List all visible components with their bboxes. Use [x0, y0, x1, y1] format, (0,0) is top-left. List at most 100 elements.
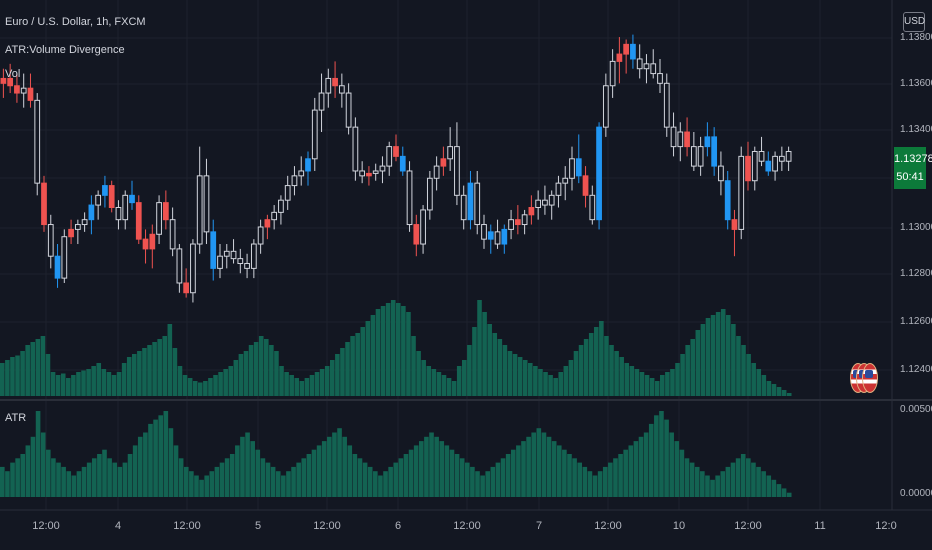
candle-body [27, 87, 34, 101]
candle-body [704, 136, 711, 148]
last-price: 1.13278 [894, 153, 932, 165]
volume-bar [35, 339, 41, 396]
candle-body [74, 224, 81, 230]
volume-bar [624, 363, 630, 396]
atr-bar [189, 471, 194, 497]
volume-bar [182, 375, 188, 396]
atr-bar [224, 458, 230, 497]
candle-body [555, 182, 562, 196]
time-tick: 5 [254, 520, 262, 532]
candle-body [34, 99, 41, 184]
volume-bar [502, 345, 508, 396]
volume-bar [177, 366, 183, 396]
volume-bar [472, 327, 477, 396]
atr-bar [786, 492, 792, 497]
candle-body [298, 170, 305, 177]
volume-label[interactable]: Vol [5, 68, 21, 80]
volume-bar [665, 372, 670, 396]
candle-body [352, 126, 359, 172]
volume-bar [431, 369, 437, 396]
volume-bar [345, 342, 350, 396]
time-tick: 12:00 [734, 520, 762, 532]
volume-bar [101, 369, 107, 396]
atr-bar [480, 475, 485, 497]
volume-bar [258, 336, 264, 396]
volume-bar [649, 378, 655, 396]
volume-bar [76, 372, 81, 396]
candle-body [623, 43, 630, 55]
volume-bar [132, 354, 137, 396]
candle-body [129, 194, 135, 204]
atr-bar [383, 471, 388, 497]
atr-bar [66, 471, 72, 497]
atr-bar [516, 445, 521, 497]
atr-bar [464, 462, 470, 497]
volume-bar [548, 375, 553, 396]
volume-bar [50, 372, 56, 396]
candle-body [386, 146, 393, 167]
atr-bar [776, 484, 782, 497]
volume-bar [609, 345, 614, 396]
volume-bar [675, 363, 680, 396]
volume-bars [0, 300, 792, 396]
volume-bar [218, 372, 223, 396]
volume-bar [558, 372, 564, 396]
atr-bar [439, 441, 445, 497]
us-flag-event-icon[interactable] [862, 363, 878, 393]
atr-bar [664, 419, 669, 497]
price-tick: 1.13800 [900, 32, 932, 43]
candle-body [257, 226, 264, 245]
atr-bar [628, 445, 634, 497]
volume-bar [456, 366, 462, 396]
atr-bar [45, 449, 51, 497]
candle-body [135, 202, 142, 240]
candle-body [772, 155, 778, 172]
last-price-badge: 1.13278 50:41 [894, 147, 932, 189]
candle-body [142, 238, 149, 250]
volume-bar [487, 324, 492, 396]
bar-countdown: 50:41 [896, 171, 924, 183]
volume-bar [421, 360, 426, 396]
candle-body [711, 136, 718, 167]
candle-body [718, 165, 724, 182]
volume-bar [253, 342, 259, 396]
atr-bar [725, 466, 731, 497]
volume-bar [390, 300, 396, 396]
volume-bar [71, 375, 76, 396]
time-tick: 10 [672, 520, 686, 532]
atr-tick: 0.00000 [900, 488, 932, 499]
atr-bar [740, 454, 746, 497]
volume-bar [380, 306, 386, 396]
candle-body [785, 150, 792, 162]
atr-bar [500, 458, 506, 497]
atr-bar [245, 432, 250, 497]
atr-bar [434, 436, 439, 497]
candle-body [393, 146, 399, 157]
atr-bar [362, 462, 368, 497]
candle-body [731, 219, 738, 230]
volume-bar [710, 315, 716, 396]
atr-bar [546, 436, 552, 497]
time-tick: 12:00 [453, 520, 481, 532]
price-tick: 1.12400 [900, 364, 932, 375]
candle-body [697, 146, 704, 167]
atr-bar [51, 458, 56, 497]
candle-body [690, 146, 697, 167]
time-tick: 7 [535, 520, 543, 532]
candle-body [616, 53, 623, 62]
atr-bar [316, 445, 322, 497]
atr-bar [30, 436, 36, 497]
symbol-title[interactable]: Euro / U.S. Dollar, 1h, FXCM [5, 16, 146, 28]
indicator-title[interactable]: ATR:Volume Divergence [5, 44, 125, 56]
atr-label[interactable]: ATR [5, 412, 27, 424]
volume-bar [330, 360, 335, 396]
volume-bar [264, 339, 269, 396]
candle-body [751, 150, 758, 182]
volume-bar [660, 375, 665, 396]
volume-bar [522, 360, 528, 396]
volume-bar [20, 351, 25, 396]
atr-bar [178, 458, 184, 497]
currency-button[interactable]: USD [903, 12, 925, 32]
volume-bar [543, 372, 548, 396]
